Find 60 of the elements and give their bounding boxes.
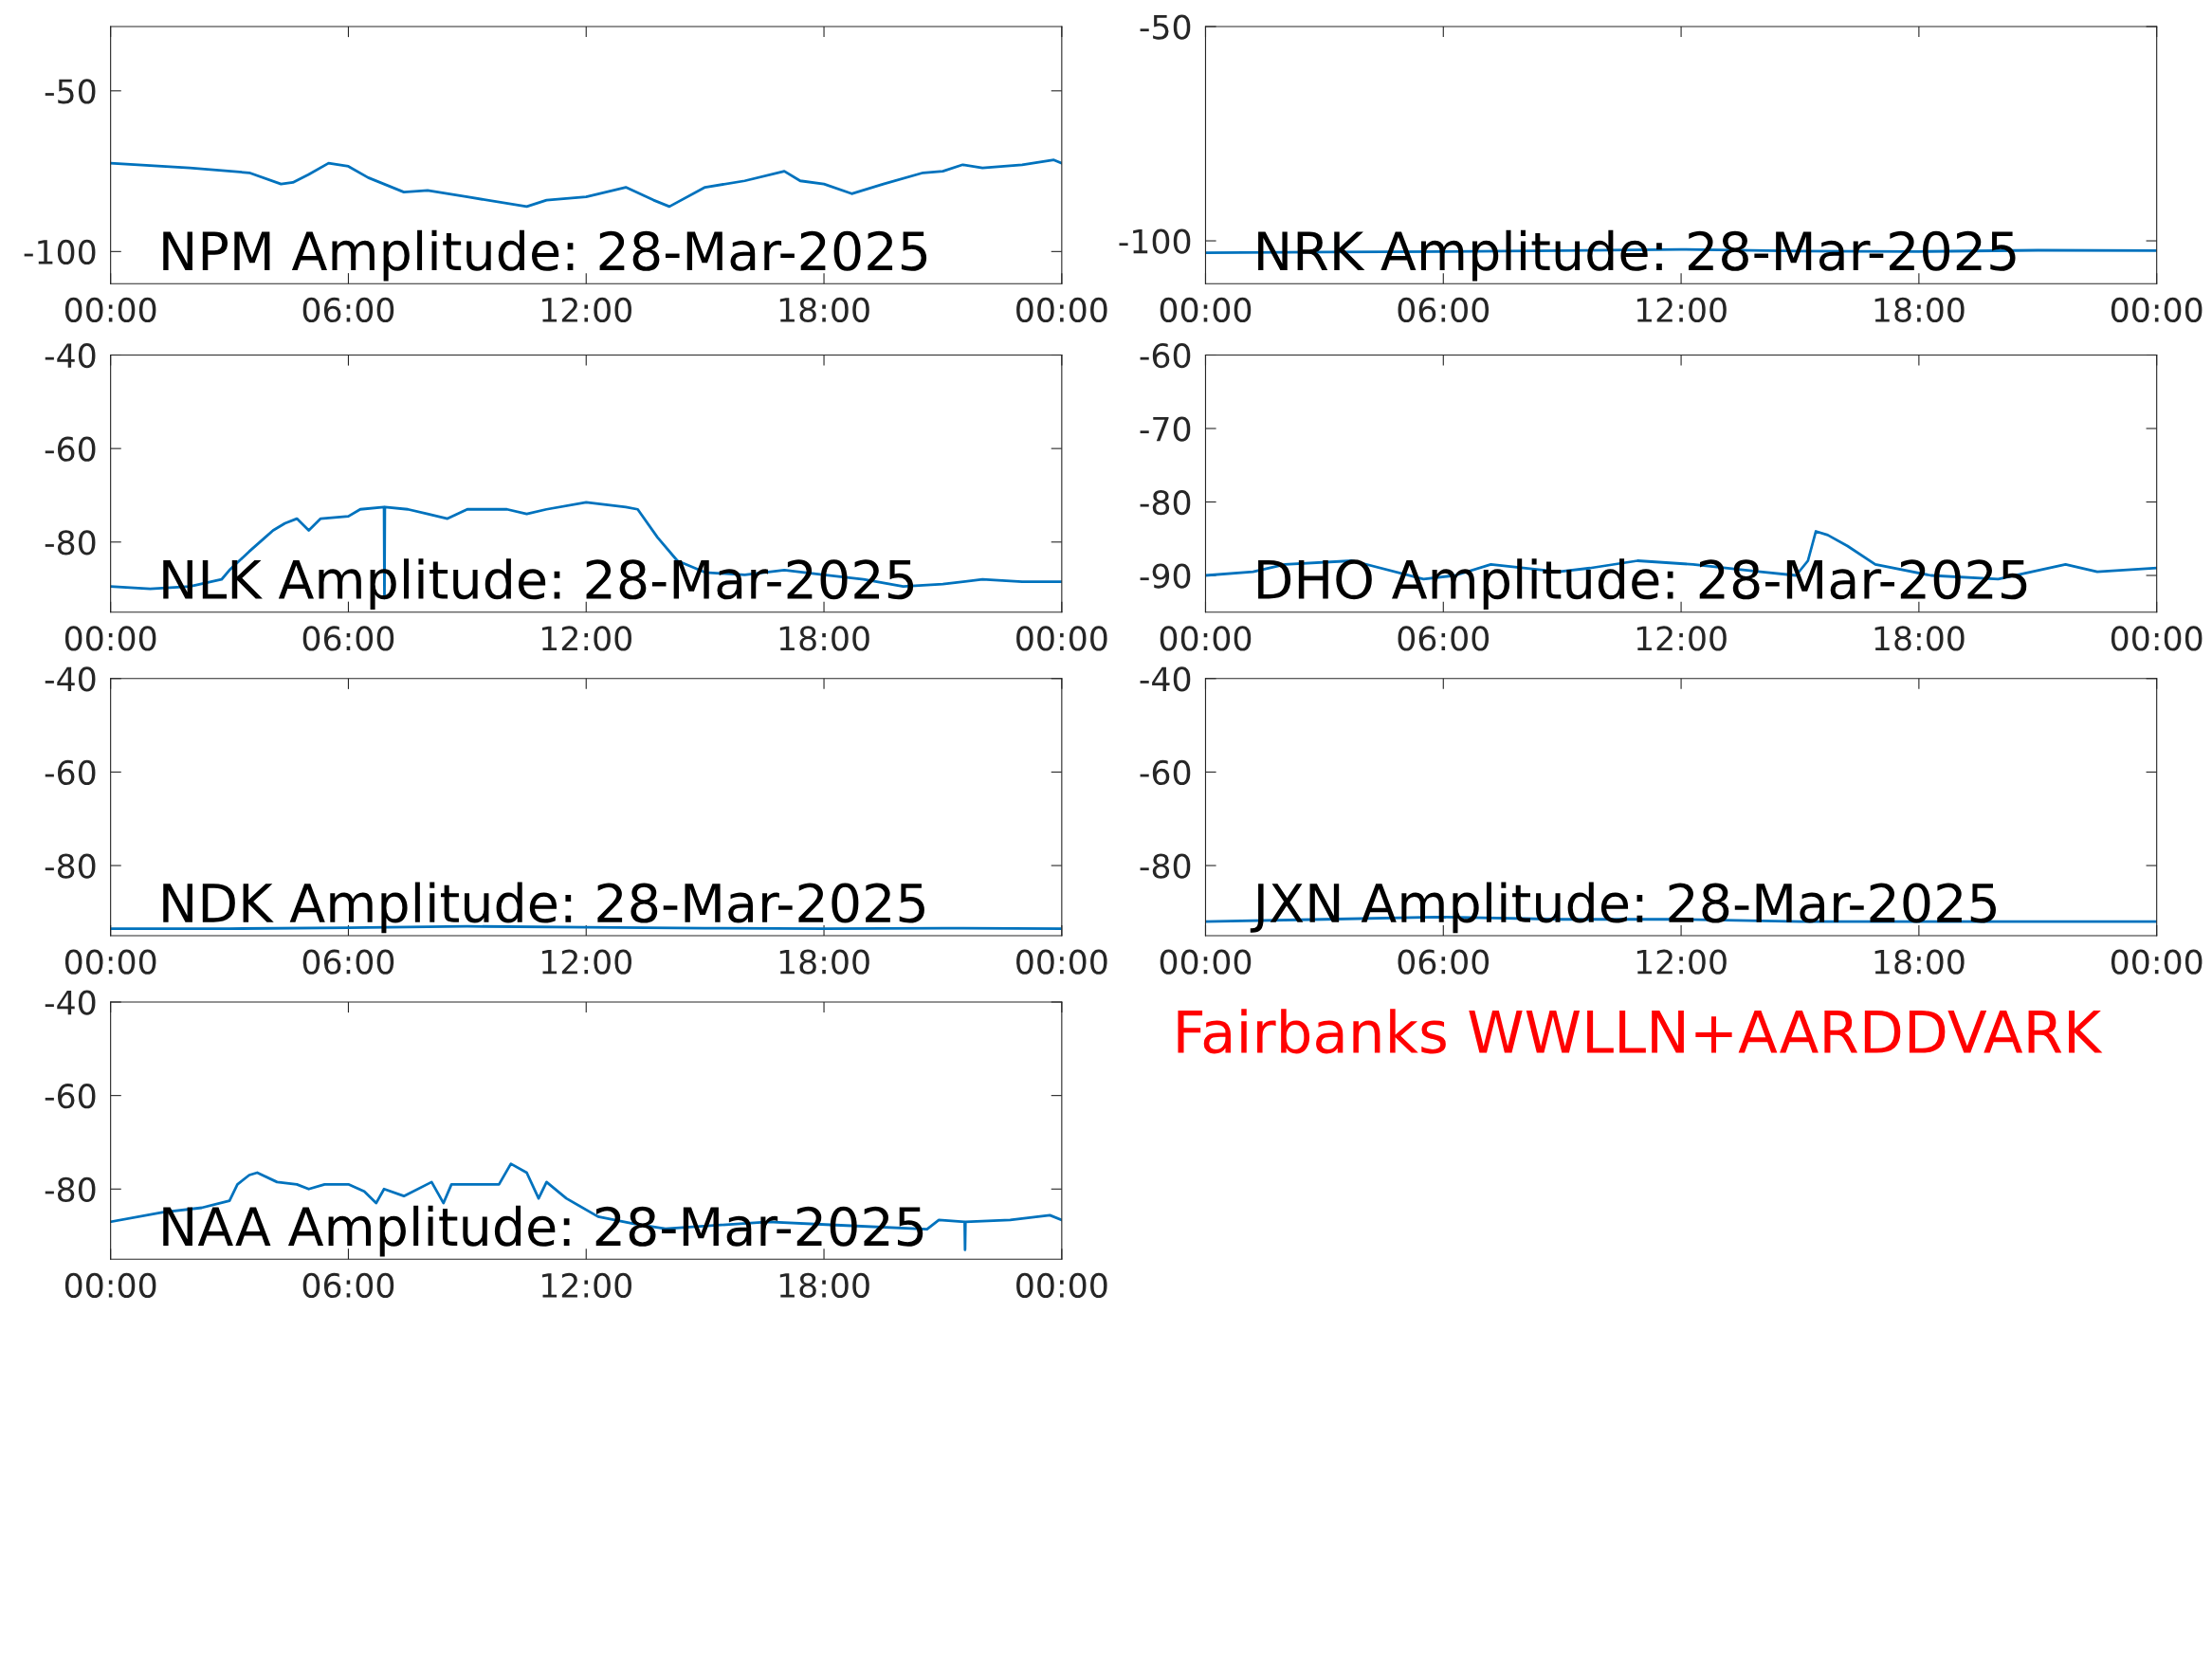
y-tick-label: -80 [1140,489,1191,516]
x-tick-label: 06:00 [302,626,394,651]
line-series [110,158,1062,209]
x-tick-label: 12:00 [542,949,631,975]
text: NPM Amplitude: 28-Mar-2025 [163,229,927,282]
x-tick-label: 06:00 [1398,297,1490,323]
y-tick-label: -60 [45,436,96,462]
x-tick-label: 18:00 [779,949,869,975]
x-tick-label: 00:00 [1016,949,1107,975]
y-tick-label: -60 [1140,342,1191,369]
y-tick-label: -100 [24,239,96,265]
y-tick-label: -50 [45,79,96,104]
y-tick-label: -40 [45,666,96,692]
x-tick-label: 00:00 [2111,297,2203,323]
x-tick-label: 18:00 [1874,949,1965,975]
x-tick-label: 18:00 [779,1272,869,1299]
x-tick-label: 00:00 [64,949,156,975]
x-tick-label: 12:00 [1636,626,1727,651]
x-tick-label: 12:00 [1636,949,1727,975]
x-tick-label: 00:00 [64,626,156,651]
x-tick-label: 12:00 [542,626,631,651]
x-tick-label: 12:00 [542,297,631,323]
text: DHO Amplitude: 28-Mar-2025 [1258,558,2027,611]
x-tick-label: 00:00 [1160,949,1252,975]
y-tick-label: -80 [45,1176,96,1202]
text: NDK Amplitude: 28-Mar-2025 [163,882,924,934]
x-tick-label: 18:00 [779,297,869,323]
x-tick-label: 18:00 [1874,626,1965,651]
x-tick-label: 00:00 [64,1272,156,1299]
x-tick-label: 12:00 [542,1272,631,1299]
x-tick-label: 00:00 [64,297,156,323]
y-tick-label: -90 [1140,563,1191,589]
x-tick-label: 06:00 [1398,949,1490,975]
y-tick-label: -40 [45,342,96,369]
y-tick-label: -80 [1140,853,1191,879]
x-tick-label: 00:00 [1016,626,1107,651]
x-tick-label: 00:00 [2111,949,2203,975]
y-tick-label: -60 [45,1084,96,1109]
x-tick-label: 18:00 [779,626,869,651]
y-tick-label: -60 [1140,759,1191,786]
y-tick-label: -80 [45,530,96,556]
x-tick-label: 06:00 [302,949,394,975]
text: Fairbanks WWLLN+AARDDVARK [1178,1009,2103,1054]
x-tick-label: 06:00 [1398,626,1490,651]
y-tick-label: -80 [45,853,96,879]
x-tick-label: 00:00 [2111,626,2203,651]
x-tick-label: 00:00 [1016,1272,1107,1299]
x-tick-label: 00:00 [1016,297,1107,323]
y-tick-label: -40 [45,990,96,1015]
x-tick-label: 12:00 [1636,297,1727,323]
x-tick-label: 00:00 [1160,297,1252,323]
x-tick-label: 18:00 [1874,297,1965,323]
y-tick-label: -60 [45,759,96,786]
y-tick-label: -40 [1140,666,1191,692]
x-tick-label: 00:00 [1160,626,1252,651]
x-tick-label: 06:00 [302,1272,394,1299]
y-tick-label: -100 [1119,228,1191,254]
y-tick-label: -70 [1140,416,1191,442]
y-tick-label: -50 [1140,14,1191,40]
x-tick-label: 06:00 [302,297,394,323]
